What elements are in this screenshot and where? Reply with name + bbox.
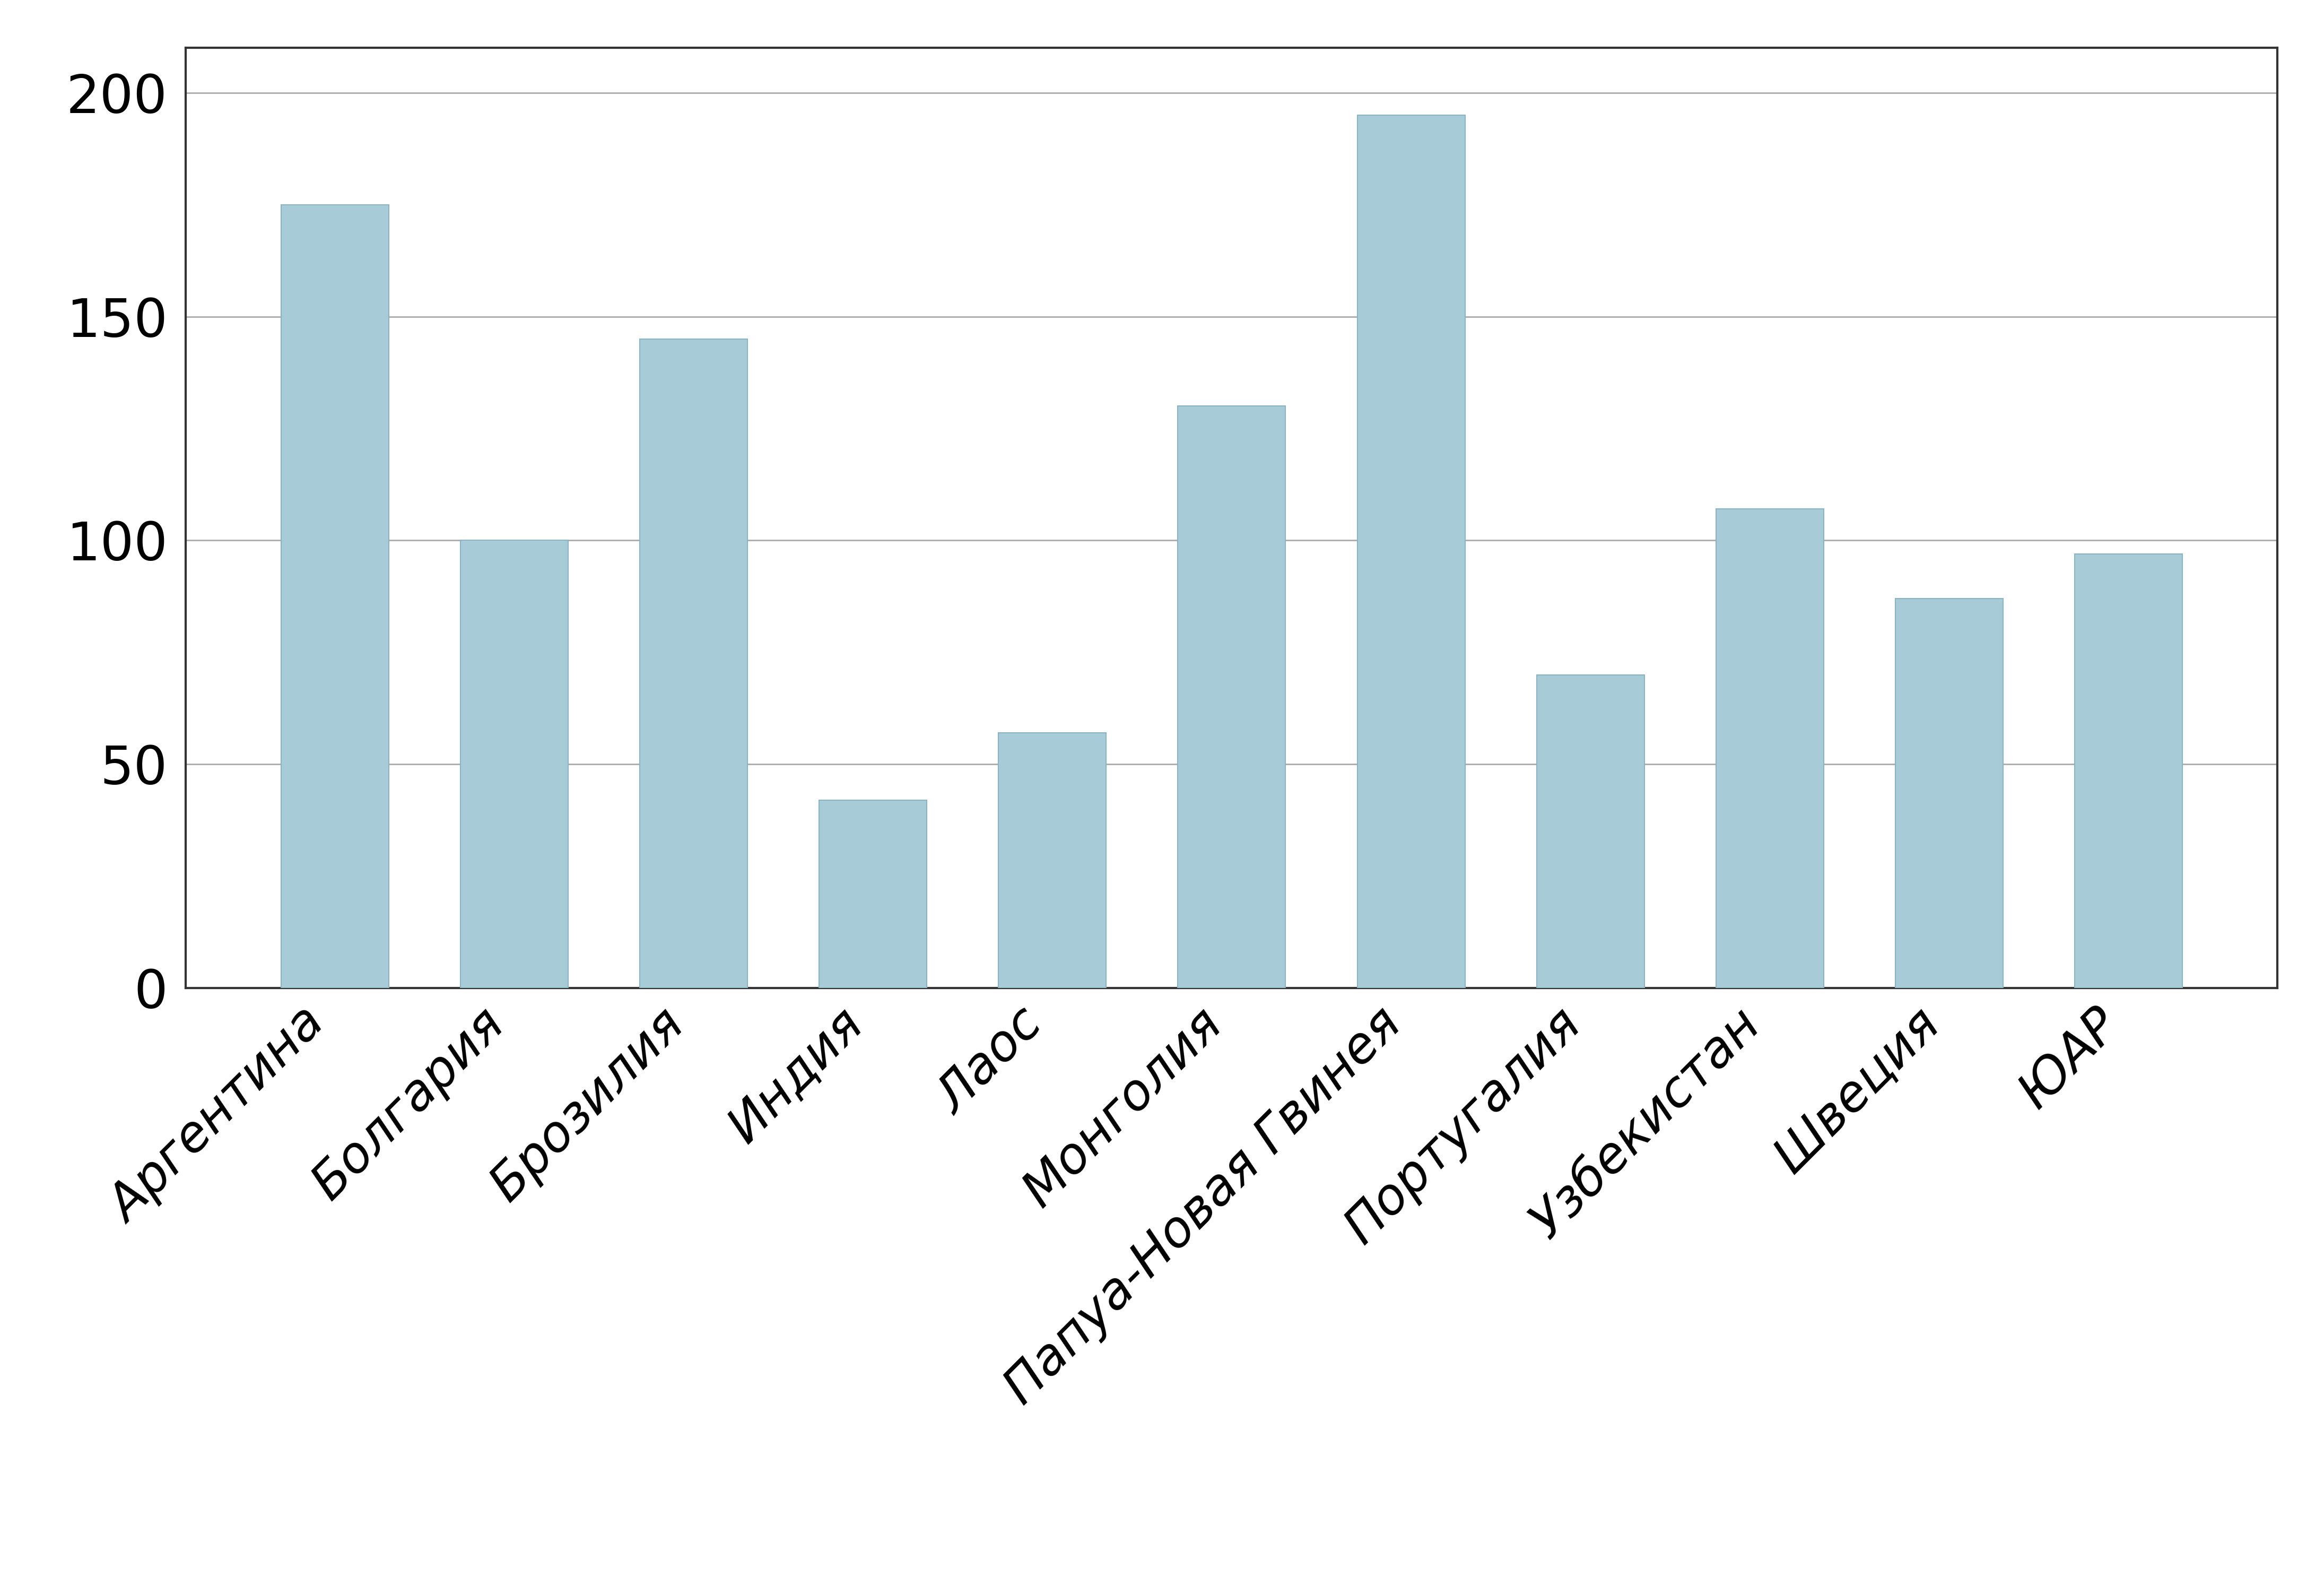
Bar — [1178, 406, 1285, 988]
Bar — [639, 340, 748, 988]
Bar — [281, 204, 388, 988]
Bar — [818, 800, 927, 988]
Bar — [1896, 599, 2003, 988]
Bar — [1536, 674, 1645, 988]
Bar — [2075, 553, 2182, 988]
Bar — [1357, 115, 1464, 988]
Bar — [1715, 508, 1824, 988]
Bar — [460, 540, 567, 988]
Bar — [999, 733, 1106, 988]
